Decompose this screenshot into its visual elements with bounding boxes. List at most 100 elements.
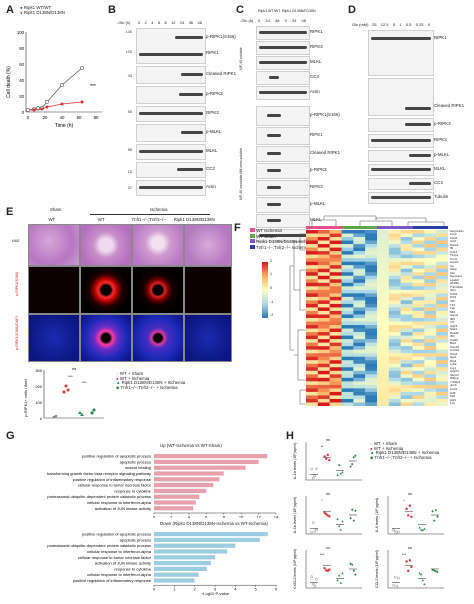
heatmap-cell [317,391,330,396]
heatmap-cell [400,261,413,266]
heatmap-cell [341,384,354,389]
heatmap-cell [436,402,448,406]
protein-label: CC3 [310,74,319,79]
heatmap-cell [388,251,401,255]
heatmap-cell [353,279,366,283]
heatmap-cell [400,251,413,255]
significance-label: *** [90,84,96,90]
heatmap-cell [306,328,319,333]
panel-c-genotype-wt: Ripk1 WT/WT [258,9,281,13]
gene-label: Cd274 [450,369,459,374]
go-bar [154,477,220,482]
gene-label: Cxcl1 [450,235,458,240]
heatmap-cell [412,363,425,368]
heatmap-cell [412,318,425,322]
blot-strip [368,178,434,190]
heatmap-cell [377,244,390,248]
heatmap-cell [400,349,413,354]
blot-strip [256,197,310,213]
heatmap-cell [436,395,448,400]
data-point [90,411,94,415]
heatmap-cell [317,237,330,241]
panel-d-lane-labels: 25 12.5 5 1 0.5 0.25 0 [372,22,430,27]
panel-e-group-sham: Sham [50,207,62,212]
blot-strip [256,41,310,55]
heatmap-cell [306,353,319,357]
heatmap-cell [329,258,342,262]
heatmap-cell [353,275,366,280]
heatmap-cell [341,314,354,319]
heatmap-cell [412,332,425,336]
heatmap-cell [436,300,448,305]
heatmap-cell [306,272,319,276]
heatmap-cell [329,342,342,347]
heatmap-cell [377,279,390,283]
data-point [431,509,434,513]
data-point [323,567,326,570]
heatmap-cell [365,349,378,354]
x-tick: 2 [170,515,173,519]
heatmap-cell [424,289,437,294]
heatmap-cell [412,381,425,386]
heatmap-cell [388,310,401,315]
heatmap-cell [306,296,319,301]
series-wt-line [27,67,83,111]
heatmap-cell [329,384,342,389]
heatmap-cell [365,300,378,305]
heatmap-cell [365,339,378,343]
heatmap-cell [341,244,354,248]
heatmap-cell [317,265,330,269]
data-point [349,465,352,468]
protein-label: RIPK3 [310,184,323,189]
x-tick: 80 [94,115,99,120]
heatmap-cell [353,247,366,252]
data-point [421,579,424,582]
heatmap-cell [353,391,366,396]
data-point [311,521,315,525]
heatmap-cell [424,237,437,241]
heatmap-cell [306,367,319,371]
heatmap-cell [436,335,448,340]
heatmap-cell [365,303,378,308]
heatmap-cell [353,261,366,266]
heatmap-cell [353,293,366,298]
heatmap-cell [436,233,448,238]
heatmap-cell [377,335,390,340]
legend-swatch [250,228,255,232]
panel-c-blot [256,26,310,242]
go-term-label: cellular response to interferon-alpha [87,500,152,505]
data-point [395,584,399,588]
heatmap-cell [306,377,319,382]
heatmap-cell [306,300,319,305]
gene-label: Ifit1 [450,334,455,339]
x-tick: 10 [239,515,244,519]
heatmap-cell [412,339,425,343]
heatmap-cell [424,293,437,298]
heatmap-cell [388,293,401,298]
heatmap-cell [412,374,425,379]
go-term-label: positive regulation of inflammatory resp… [73,578,152,583]
heatmap-cell [377,360,390,364]
heatmap-cell [353,377,366,382]
heatmap-cell [400,237,413,241]
heatmap-cell [341,346,354,350]
heatmap-cell [388,332,401,336]
: -2 [270,313,274,317]
gene-label: Fosl1 [450,387,458,391]
heatmap-cell [317,247,330,252]
protein-label: MLKL [206,148,218,153]
heatmap-cell [353,314,366,319]
group-wt-sham [52,414,58,419]
data-point [341,520,344,523]
gene-label: Hspb1 [450,260,459,265]
heatmap-cell [424,279,437,283]
heatmap-cell [353,402,366,406]
heatmap-cell [353,289,366,294]
heatmap-cell [436,268,448,273]
heatmap-cell [329,349,342,354]
data-point [352,569,355,573]
heatmap-cell [388,349,401,354]
heatmap-cell [365,272,378,276]
micrograph-he [80,224,132,266]
blot-strip [368,150,434,162]
